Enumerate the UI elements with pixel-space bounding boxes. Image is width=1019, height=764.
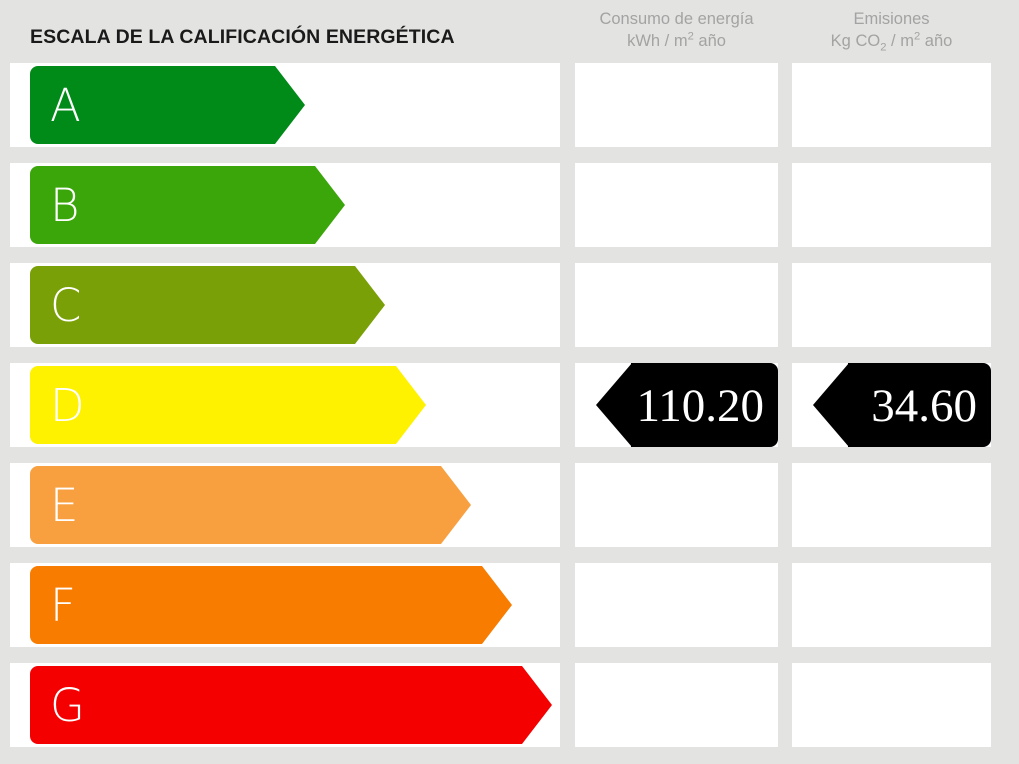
scale-panel-f: F [10, 563, 560, 647]
cell-emisiones-c [792, 263, 991, 347]
energy-band-c: C [30, 266, 385, 344]
value-badge-arrow-consumo [596, 363, 632, 447]
cell-emisiones-f [792, 563, 991, 647]
value-text-consumo: 110.20 [636, 380, 764, 432]
band-arrow-tip-g [522, 666, 552, 744]
rating-row-g: G [0, 663, 1019, 747]
scale-panel-b: B [10, 163, 560, 247]
band-letter-e: E [50, 479, 79, 532]
band-letter-f: F [50, 579, 76, 632]
band-body-e [30, 466, 441, 544]
band-letter-a: A [50, 79, 81, 132]
emisiones-unit-suffix: año [920, 32, 953, 50]
scale-panel-c: C [10, 263, 560, 347]
value-text-emisiones: 34.60 [871, 380, 977, 432]
band-body-f [30, 566, 482, 644]
band-arrow-tip-c [355, 266, 385, 344]
emisiones-unit-superscript: 2 [913, 30, 921, 43]
energy-band-b: B [30, 166, 345, 244]
cell-emisiones-e [792, 463, 991, 547]
scale-panel-g: G [10, 663, 560, 747]
column-header-consumo-line1: Consumo de energía [599, 10, 754, 28]
cell-consumo-e [575, 463, 778, 547]
band-letter-c: C [50, 279, 82, 332]
band-arrow-tip-a [275, 66, 305, 144]
cell-emisiones-d: 34.60 [792, 363, 991, 447]
emisiones-unit-mid: / m [886, 32, 914, 50]
column-header-emisiones: Emisiones Kg CO2 / m2 año [792, 8, 991, 54]
band-letter-d: D [50, 379, 85, 432]
band-arrow-tip-f [482, 566, 512, 644]
cell-emisiones-a [792, 63, 991, 147]
band-body-g [30, 666, 522, 744]
energy-band-f: F [30, 566, 512, 644]
cell-consumo-a [575, 63, 778, 147]
column-header-consumo: Consumo de energía kWh / m2 año [575, 8, 778, 52]
band-letter-b: B [50, 179, 80, 232]
energy-band-d: D [30, 366, 426, 444]
rating-scale-rows: A B C D 110.20 34.60 E F G [0, 63, 1019, 753]
column-header-emisiones-line2: Kg CO2 / m2 año [792, 30, 991, 54]
band-arrow-tip-d [396, 366, 426, 444]
cell-emisiones-b [792, 163, 991, 247]
cell-consumo-d: 110.20 [575, 363, 778, 447]
rating-row-a: A [0, 63, 1019, 147]
energy-band-g: G [30, 666, 552, 744]
band-letter-g: G [50, 679, 85, 732]
cell-consumo-b [575, 163, 778, 247]
rating-row-f: F [0, 563, 1019, 647]
scale-panel-e: E [10, 463, 560, 547]
band-arrow-tip-e [441, 466, 471, 544]
cell-consumo-f [575, 563, 778, 647]
band-arrow-tip-b [315, 166, 345, 244]
value-badge-emisiones: 34.60 [813, 363, 991, 447]
band-body-d [30, 366, 396, 444]
value-badge-body-consumo [631, 363, 778, 447]
column-header-consumo-line2: kWh / m2 año [575, 30, 778, 52]
scale-panel-d: D [10, 363, 560, 447]
rating-row-d: D 110.20 34.60 [0, 363, 1019, 447]
cell-consumo-c [575, 263, 778, 347]
cell-consumo-g [575, 663, 778, 747]
band-body-c [30, 266, 355, 344]
value-badge-arrow-emisiones [813, 363, 849, 447]
value-badge-body-emisiones [848, 363, 991, 447]
header: ESCALA DE LA CALIFICACIÓN ENERGÉTICA Con… [0, 0, 1019, 63]
emisiones-unit-prefix: Kg CO [830, 32, 881, 50]
band-body-a [30, 66, 275, 144]
consumo-unit-suffix: año [693, 32, 726, 50]
consumo-unit-superscript: 2 [687, 30, 694, 43]
energy-band-e: E [30, 466, 471, 544]
emisiones-unit-subscript: 2 [880, 41, 887, 54]
scale-panel-a: A [10, 63, 560, 147]
column-header-emisiones-line1: Emisiones [853, 10, 930, 28]
value-badge-consumo: 110.20 [596, 363, 778, 447]
cell-emisiones-g [792, 663, 991, 747]
rating-row-e: E [0, 463, 1019, 547]
page-title: ESCALA DE LA CALIFICACIÓN ENERGÉTICA [30, 26, 455, 48]
rating-row-b: B [0, 163, 1019, 247]
consumo-unit-prefix: kWh / m [627, 32, 688, 50]
band-body-b [30, 166, 315, 244]
energy-band-a: A [30, 66, 305, 144]
rating-row-c: C [0, 263, 1019, 347]
